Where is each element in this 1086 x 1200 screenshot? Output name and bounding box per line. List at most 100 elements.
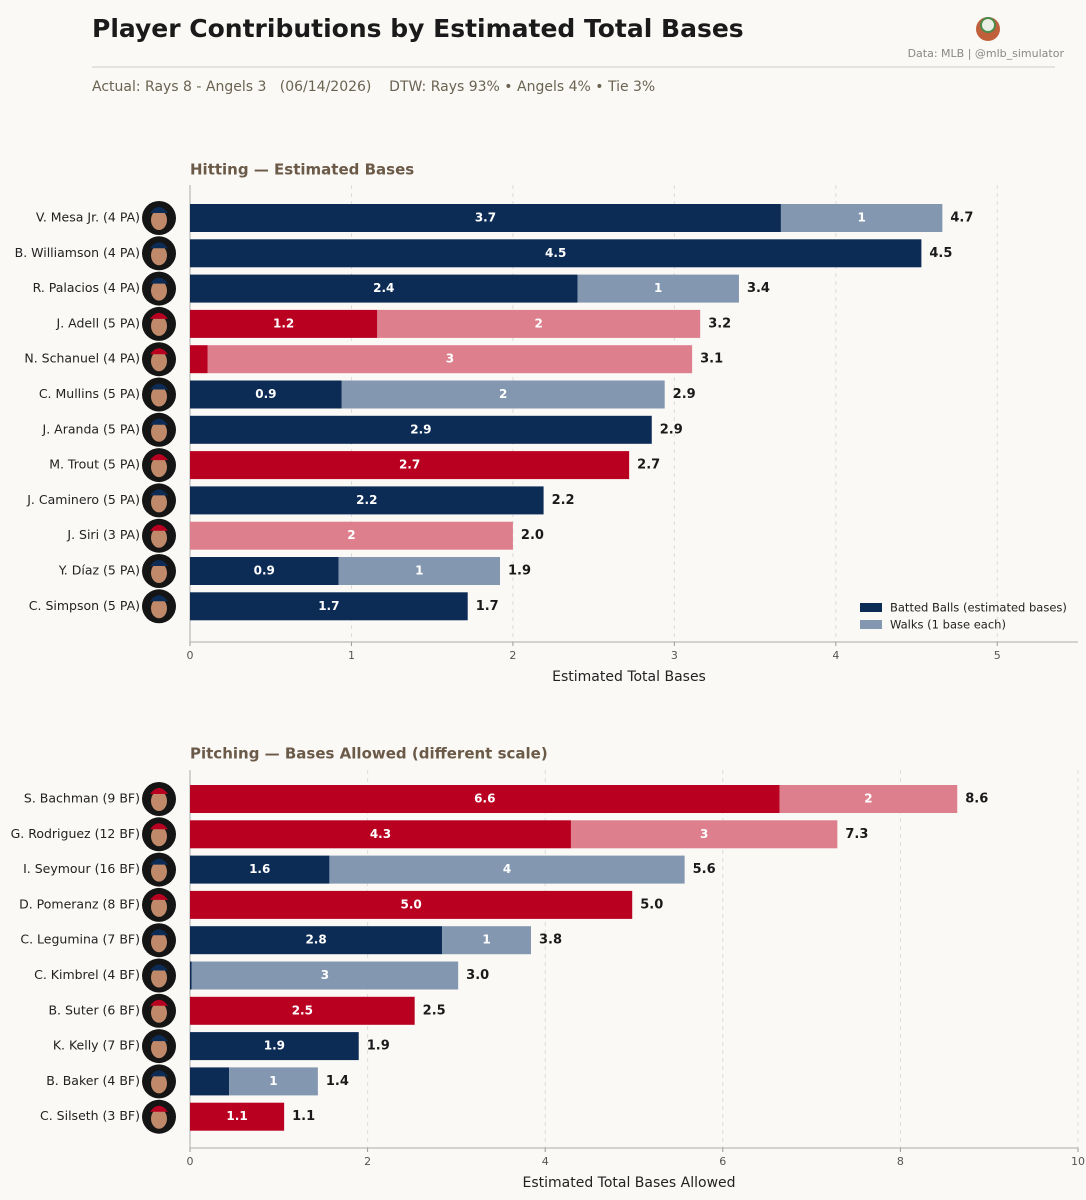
bar-value-label: 0.9: [255, 387, 276, 401]
category-label: G. Rodriguez (12 BF): [11, 826, 140, 841]
headshot: [142, 271, 176, 306]
headshot-face: [151, 1038, 167, 1059]
total-label: 2.0: [521, 528, 544, 543]
headshot: [142, 306, 176, 341]
headshot-face: [151, 386, 167, 407]
x-axis-label: Estimated Total Bases: [552, 669, 706, 685]
headshot: [142, 1064, 176, 1099]
headshot-cap: [150, 893, 168, 900]
x-tick-label: 2: [509, 649, 516, 662]
bar-segment: [190, 274, 578, 303]
headshot-face: [151, 492, 167, 513]
total-label: 2.9: [660, 422, 683, 437]
category-label: J. Caminero (5 PA): [26, 492, 140, 507]
headshot-face: [151, 896, 167, 917]
bar-value-label: 4.3: [370, 827, 391, 841]
bar-value-label: 1.2: [273, 316, 294, 330]
bar-segment: [207, 345, 693, 374]
subtitle: Actual: Rays 8 - Angels 3 (06/14/2026) D…: [92, 79, 655, 95]
total-label: 1.9: [508, 564, 531, 579]
headshot: [142, 554, 176, 588]
bar-segment: [190, 415, 652, 444]
headshot-cap: [150, 418, 168, 425]
bar-segment: [190, 345, 208, 374]
x-axis-label: Estimated Total Bases Allowed: [522, 1175, 735, 1191]
total-label: 1.4: [326, 1074, 349, 1089]
total-label: 3.1: [700, 352, 723, 367]
bar-segment: [229, 1067, 318, 1096]
total-label: 3.2: [708, 316, 731, 331]
source: Data: MLB | @mlb_simulator: [908, 47, 1065, 60]
headshot-cap: [150, 788, 168, 794]
bar-segment: [779, 785, 958, 813]
headshot-face: [151, 210, 167, 230]
category-label: R. Palacios (4 PA): [33, 280, 140, 295]
category-label: K. Kelly (7 BF): [53, 1038, 140, 1053]
bar-segment: [190, 239, 922, 268]
bar-value-label: 0.9: [254, 564, 275, 578]
headshot-cap: [150, 312, 168, 319]
headshot-face: [151, 967, 167, 988]
headshot: [142, 412, 176, 447]
legend-swatch: [860, 603, 882, 612]
legend-label: Batted Balls (estimated bases): [890, 601, 1067, 615]
bar-segment: [190, 486, 544, 515]
total-label: 1.7: [476, 599, 499, 614]
headshot-face: [151, 245, 167, 266]
bar-segment: [190, 855, 330, 884]
logo: [976, 17, 1000, 41]
x-tick-label: 1: [348, 649, 355, 662]
bar-value-label: 3: [700, 827, 708, 841]
legend-swatch: [860, 620, 882, 629]
headshot-face: [151, 527, 167, 548]
headshot: [142, 201, 176, 235]
headshot-face: [151, 826, 167, 847]
headshot-face: [151, 421, 167, 442]
x-tick-label: 0: [187, 1155, 194, 1168]
bar-segment: [190, 592, 468, 621]
headshot: [142, 852, 176, 887]
headshot: [142, 782, 176, 816]
bar-value-label: 2: [347, 528, 355, 542]
category-label: C. Kimbrel (4 BF): [34, 967, 140, 982]
category-label: B. Baker (4 BF): [46, 1073, 140, 1088]
total-label: 2.7: [637, 458, 660, 473]
headshot-cap: [150, 242, 168, 249]
headshot-face: [151, 315, 167, 336]
bar-value-label: 4.5: [545, 246, 566, 260]
headshot-face: [151, 1002, 167, 1023]
bar-segment: [190, 1067, 230, 1096]
x-tick-label: 0: [187, 649, 194, 662]
total-label: 4.5: [929, 246, 952, 261]
bar-segment: [190, 820, 571, 849]
headshot: [142, 448, 176, 483]
total-label: 4.7: [950, 211, 973, 226]
headshot-face: [151, 598, 167, 619]
headshot: [142, 887, 176, 922]
bar-value-label: 2: [535, 316, 543, 330]
bar-segment: [780, 204, 943, 232]
bar-value-label: 2.7: [399, 458, 420, 472]
bar-segment: [190, 890, 633, 919]
panel-title: Hitting — Estimated Bases: [190, 161, 414, 179]
bar-value-label: 2.4: [373, 281, 394, 295]
bar-value-label: 3.7: [475, 211, 496, 225]
category-label: J. Siri (3 PA): [66, 527, 140, 542]
x-tick-label: 6: [719, 1155, 726, 1168]
headshot: [142, 817, 176, 852]
bar-segment: [190, 557, 339, 585]
headshot: [142, 236, 176, 271]
bar-value-label: 3: [446, 352, 454, 366]
bar-value-label: 2.8: [305, 933, 326, 947]
headshot-face: [151, 791, 167, 811]
bar-value-label: 1: [269, 1074, 277, 1088]
headshot: [142, 589, 176, 624]
category-label: D. Pomeranz (8 BF): [19, 896, 140, 911]
category-label: I. Seymour (16 BF): [23, 861, 140, 876]
x-tick-label: 4: [542, 1155, 549, 1168]
category-label: C. Mullins (5 PA): [39, 386, 140, 401]
headshot-cap: [150, 524, 168, 531]
bar-segment: [190, 204, 781, 232]
category-label: V. Mesa Jr. (4 PA): [36, 210, 140, 225]
headshot-face: [151, 1073, 167, 1094]
